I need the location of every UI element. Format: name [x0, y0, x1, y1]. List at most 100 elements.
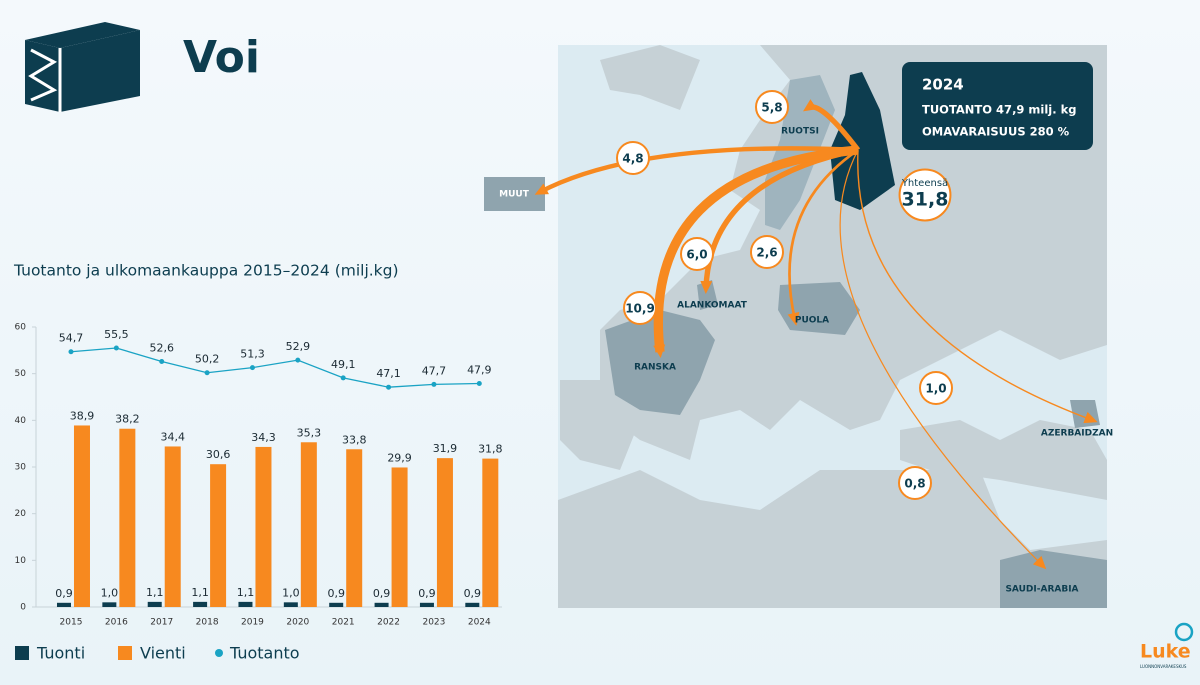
flow-badge	[623, 291, 657, 325]
x-tick-label: 2023	[422, 618, 445, 628]
flow-value-label: 5,8	[761, 101, 782, 115]
line-value-label: 55,5	[104, 328, 129, 341]
flow-arrow	[803, 99, 861, 152]
y-tick-label: 10	[15, 556, 27, 566]
x-tick-label: 2017	[150, 618, 173, 628]
line-point	[295, 357, 301, 363]
flow-value-label: 6,0	[686, 248, 707, 262]
bar-value-label: 1,1	[237, 586, 255, 599]
bar	[193, 601, 208, 607]
destination-label: MUUT	[499, 190, 530, 200]
destination-label: RANSKA	[634, 363, 676, 373]
flow-badge	[898, 466, 932, 500]
bar	[73, 425, 90, 607]
bar	[436, 458, 453, 607]
x-tick-label: 2022	[377, 618, 400, 628]
x-tick-label: 2020	[286, 618, 309, 628]
bar-value-label: 1,1	[146, 586, 164, 599]
flow-arrow	[787, 148, 859, 326]
flow-arrow	[857, 149, 1098, 424]
line-point	[159, 359, 165, 365]
bar	[419, 602, 434, 607]
line-point	[476, 380, 482, 386]
line-point	[204, 370, 210, 376]
bar-value-label: 0,9	[55, 587, 73, 600]
y-tick-label: 40	[15, 416, 27, 426]
bar	[374, 602, 389, 607]
legend-swatch	[118, 646, 132, 660]
logo-subtitle: LUONNONVARAKESKUS	[1140, 664, 1187, 669]
line-value-label: 47,7	[422, 364, 447, 377]
info-production: TUOTANTO 47,9 milj. kg	[922, 103, 1077, 117]
info-self-sufficiency: OMAVARAISUUS 280 %	[922, 125, 1070, 139]
logo-bubble	[1174, 622, 1194, 642]
legend-label: Vienti	[140, 644, 186, 663]
bar	[56, 602, 71, 607]
bar	[210, 464, 227, 607]
y-tick-label: 60	[15, 323, 27, 333]
bar	[255, 446, 272, 607]
legend-label: Tuotanto	[229, 644, 300, 663]
line-point	[340, 375, 346, 381]
flow-value-label: 4,8	[622, 152, 643, 166]
bar-value-label: 30,6	[206, 448, 231, 461]
bar	[300, 442, 317, 607]
bar	[102, 602, 117, 607]
bar-value-label: 0,9	[464, 587, 482, 600]
line-value-label: 52,6	[149, 342, 174, 355]
legend-swatch	[215, 649, 223, 657]
line-point	[386, 384, 392, 390]
destination-label: AZERBAIDZAN	[1041, 429, 1113, 439]
x-tick-label: 2019	[241, 618, 264, 628]
flow-arrow	[653, 145, 859, 358]
flow-value-label: 10,9	[625, 302, 655, 316]
bar	[147, 601, 162, 607]
x-tick-label: 2015	[60, 618, 83, 628]
logo: Luke	[1140, 641, 1191, 663]
line-value-label: 47,9	[467, 363, 492, 376]
bar-value-label: 31,9	[433, 442, 458, 455]
butter-icon	[25, 22, 140, 112]
bar-value-label: 0,9	[373, 587, 391, 600]
bar-value-label: 29,9	[387, 451, 412, 464]
page-title: Voi	[183, 32, 260, 83]
legend-swatch	[15, 646, 29, 660]
x-tick-label: 2016	[105, 618, 128, 628]
flow-badge	[755, 90, 789, 124]
bar	[346, 449, 363, 607]
info-box	[902, 62, 1093, 150]
bar	[329, 602, 344, 607]
bar-value-label: 38,2	[115, 413, 140, 426]
line-value-label: 52,9	[286, 340, 311, 353]
line-point	[68, 349, 74, 355]
flow-value-label: 2,6	[756, 246, 777, 260]
destination-label: ALANKOMAAT	[677, 301, 748, 311]
flow-arrow	[839, 149, 1047, 570]
bar	[391, 467, 408, 607]
x-tick-label: 2021	[332, 618, 355, 628]
flow-value-label: 1,0	[925, 382, 946, 396]
bar	[465, 602, 480, 607]
info-year: 2024	[922, 76, 964, 94]
line-point	[249, 365, 255, 371]
bar	[482, 458, 499, 607]
total-label: Yhteensä	[901, 178, 948, 189]
flow-arrow	[534, 146, 859, 195]
flow-badge	[680, 237, 714, 271]
line-point	[431, 381, 437, 387]
bar	[238, 601, 253, 607]
chart-title: Tuotanto ja ulkomaankauppa 2015–2024 (mi…	[13, 262, 399, 280]
flow-badge	[919, 371, 953, 405]
line-value-label: 47,1	[376, 367, 401, 380]
flows: 5,8 RUOTSI 4,8 MUUT 6,0 ALANKOMAAT 10,9 RANSKA 2…	[499, 90, 1113, 595]
y-tick-label: 50	[15, 369, 27, 379]
flow-value-label: 0,8	[904, 477, 925, 491]
line-point	[113, 345, 119, 351]
flow-badge	[616, 141, 650, 175]
total-value-label: 31,8	[902, 189, 949, 211]
bar-value-label: 1,0	[101, 586, 119, 599]
x-tick-label: 2018	[196, 618, 219, 628]
x-tick-label: 2024	[468, 618, 491, 628]
